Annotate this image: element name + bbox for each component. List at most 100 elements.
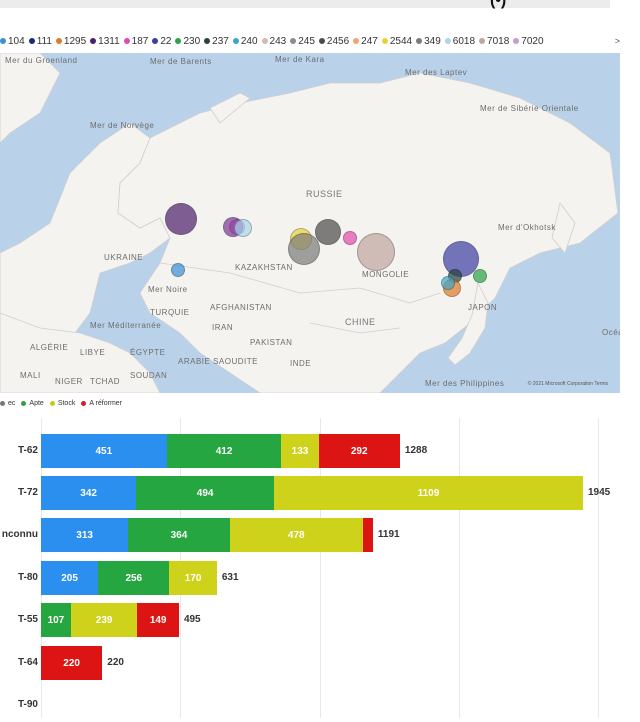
legend-item[interactable]: 230 (175, 36, 200, 47)
label-ocean-pacific: Océa (602, 328, 620, 337)
label-japan: JAPON (468, 303, 498, 312)
bar-value-label: 451 (95, 445, 113, 457)
legend-item[interactable]: 187 (123, 36, 148, 47)
map-bubble-6018[interactable] (234, 219, 252, 237)
legend-dot-icon (0, 38, 6, 45)
legend-item[interactable]: 111 (28, 36, 52, 47)
japan-shape (447, 281, 489, 366)
label-sea-norvege: Mer de Norvège (90, 121, 155, 130)
legend-label: 237 (212, 36, 229, 47)
legend-label: 104 (8, 36, 25, 47)
map-bubble-349[interactable] (288, 233, 320, 265)
legend-item[interactable]: 7020 (513, 36, 544, 47)
status-dot-icon (21, 400, 27, 406)
status-dot-icon (49, 400, 55, 406)
bar-total-label: 220 (107, 657, 124, 668)
legend-item[interactable]: 243 (261, 36, 287, 47)
bar-segment[interactable]: 412 (166, 434, 282, 468)
bar-segment[interactable] (362, 518, 373, 552)
bar-segment[interactable]: 205 (41, 561, 99, 595)
africa-shape (0, 312, 161, 393)
bar-segment[interactable]: 451 (41, 434, 167, 468)
greenland-shape (0, 53, 61, 144)
label-algeria: ALGÉRIE (30, 343, 69, 352)
legend-scroll-arrow[interactable]: > (614, 36, 620, 46)
legend-item[interactable]: 104 (0, 36, 25, 47)
label-ukraine: UKRAINE (104, 253, 144, 262)
legend-item[interactable]: 2544 (381, 36, 413, 47)
bar-segment[interactable]: 107 (41, 603, 71, 637)
label-india: INDE (290, 359, 312, 368)
bar-value-label: 292 (350, 445, 368, 457)
map-bubble-230[interactable] (473, 269, 487, 283)
legend-item[interactable]: 247 (353, 36, 378, 47)
legend-item[interactable]: 240 (232, 36, 258, 47)
bar-value-label: 239 (95, 614, 113, 626)
header-glyph: (•) (490, 0, 507, 9)
map-bubble-1311[interactable] (165, 203, 197, 235)
legend-item[interactable]: 7018 (479, 36, 509, 47)
bar-value-label: 149 (149, 614, 167, 626)
bar-segment[interactable]: 239 (70, 603, 138, 637)
bar-segment[interactable]: 220 (41, 646, 103, 680)
bar-value-label: 478 (287, 529, 305, 541)
gridline (459, 418, 460, 718)
label-pakistan: PAKISTAN (250, 338, 293, 347)
status-legend-item[interactable]: A réformer (81, 400, 125, 407)
map-bubble-7018[interactable] (357, 233, 395, 271)
legend-dot-icon (123, 38, 130, 45)
legend-label: 243 (269, 36, 287, 47)
bar-segment[interactable]: 1109 (273, 476, 583, 510)
bar-segment[interactable]: 313 (41, 518, 129, 552)
legend-dot-icon (513, 38, 520, 45)
bar-segment[interactable]: 292 (318, 434, 400, 468)
status-dot-icon (81, 400, 87, 406)
map-bubble-104[interactable] (171, 263, 185, 277)
legend-item[interactable]: 1295 (55, 36, 86, 47)
russia-border (159, 262, 441, 304)
bar-value-label: 205 (61, 572, 78, 584)
status-legend-item[interactable]: Stock (49, 400, 79, 407)
bar-segment[interactable]: 170 (169, 561, 217, 595)
status-legend-label: Stock (57, 400, 76, 407)
category-label: T-90 (17, 699, 38, 710)
bar-segment[interactable]: 342 (41, 476, 137, 510)
bar-value-label: 170 (184, 572, 202, 584)
bar-segment[interactable]: 364 (128, 518, 230, 552)
status-legend-item[interactable]: ec (0, 400, 18, 407)
kamchatka-shape (551, 202, 576, 254)
bar-segment[interactable]: 478 (229, 518, 363, 552)
legend-label: 230 (183, 36, 201, 47)
legend-item[interactable]: 237 (204, 36, 229, 47)
bar-segment[interactable]: 149 (137, 603, 179, 637)
header-bar: (•) (0, 0, 610, 9)
label-kazakhstan: KAZAKHSTAN (235, 263, 293, 272)
legend-label: 240 (240, 36, 258, 47)
legend-label: 22 (160, 36, 172, 47)
legend-dot-icon (416, 38, 423, 45)
map-copyright: © 2021 Microsoft Corporation Terms (527, 381, 608, 387)
map-bubble-240[interactable] (441, 276, 455, 290)
map-bubble-2456[interactable] (315, 219, 341, 245)
legend-label: 7020 (521, 36, 544, 47)
legend-dot-icon (232, 38, 239, 45)
label-sea-med: Mer Méditerranée (90, 321, 162, 330)
bar-segment[interactable]: 494 (136, 476, 274, 510)
status-legend-label: A réformer (89, 400, 123, 407)
bar-segment[interactable]: 256 (98, 561, 170, 595)
asia-shape (117, 72, 619, 393)
legend-item[interactable]: 6018 (444, 36, 475, 47)
label-tchad: TCHAD (90, 377, 121, 386)
legend-item[interactable]: 245 (290, 36, 315, 47)
legend-label: 2544 (389, 36, 413, 47)
legend-item[interactable]: 349 (416, 36, 441, 47)
map-bubble-7020[interactable] (343, 231, 357, 245)
bar-segment[interactable]: 133 (281, 434, 319, 468)
legend-item[interactable]: 22 (152, 36, 171, 47)
map-view[interactable]: Mer du Groenland Mer de Barents Mer de K… (0, 53, 620, 393)
label-libya: LIBYE (80, 348, 106, 357)
status-legend-item[interactable]: Apte (21, 400, 46, 407)
label-sea-okhotsk: Mer d'Okhotsk (498, 223, 556, 232)
legend-item[interactable]: 2456 (318, 36, 349, 47)
legend-item[interactable]: 1311 (90, 36, 120, 47)
